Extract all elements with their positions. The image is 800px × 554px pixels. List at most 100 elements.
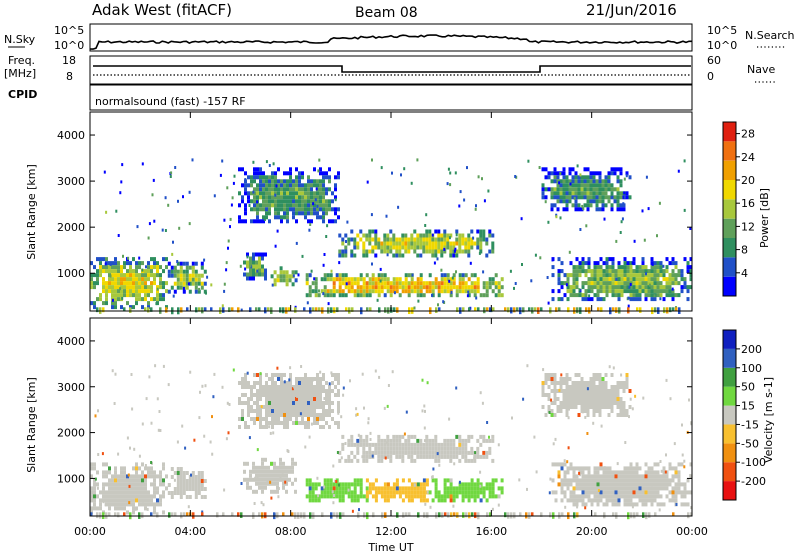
heatmap-cell — [120, 277, 123, 282]
heatmap-cell — [571, 195, 575, 200]
heatmap-cell — [547, 405, 551, 409]
heatmap-cell — [292, 421, 295, 425]
heatmap-cell — [93, 506, 96, 511]
heatmap-cell — [347, 438, 351, 443]
heatmap-cell — [329, 482, 333, 487]
heatmap-cell — [413, 289, 417, 294]
heatmap-cell — [289, 381, 292, 385]
heatmap-cell — [310, 381, 313, 385]
heatmap-cell — [334, 377, 337, 381]
heatmap-cell — [347, 281, 351, 286]
heatmap-cell — [423, 512, 426, 518]
heatmap-cell — [279, 469, 282, 474]
heatmap-cell — [323, 494, 327, 499]
heatmap-cell — [262, 171, 265, 176]
heatmap-cell — [353, 245, 357, 250]
heatmap-cell — [569, 490, 573, 495]
heatmap-cell — [616, 207, 620, 212]
heatmap-cell — [668, 281, 672, 286]
heatmap-cell — [605, 502, 609, 507]
colorbar-tick-label: 12 — [741, 220, 755, 233]
heatmap-cell — [268, 191, 271, 196]
heatmap-cell — [626, 285, 630, 290]
heatmap-cell — [336, 307, 339, 313]
heatmap-cell — [647, 486, 651, 491]
heatmap-cell — [562, 195, 566, 200]
heatmap-cell — [289, 179, 292, 184]
heatmap-cell — [449, 486, 453, 491]
heatmap-cell — [368, 233, 372, 238]
heatmap-cell — [574, 381, 578, 385]
heatmap-cell — [316, 421, 319, 425]
heatmap-cell — [494, 281, 498, 286]
heatmap-cell — [271, 389, 274, 393]
heatmap-cell — [601, 203, 605, 208]
heatmap-cell — [229, 217, 232, 221]
heatmap-cell — [353, 482, 357, 487]
heatmap-cell — [135, 289, 138, 294]
heatmap-cell — [446, 478, 450, 483]
heatmap-cell — [378, 375, 381, 379]
heatmap-cell — [325, 421, 328, 425]
heatmap-cell — [332, 277, 336, 282]
y-tick-label: 1000 — [57, 267, 85, 280]
heatmap-cell — [365, 289, 369, 294]
heatmap-cell — [383, 450, 387, 455]
heatmap-cell — [576, 505, 579, 509]
heatmap-cell — [659, 273, 663, 278]
heatmap-cell — [449, 245, 453, 250]
heatmap-cell — [292, 183, 295, 188]
heatmap-cell — [162, 285, 165, 290]
heatmap-cell — [572, 466, 576, 471]
heatmap-cell — [283, 397, 286, 401]
heatmap-cell — [200, 281, 204, 286]
heatmap-cell — [452, 249, 456, 254]
heatmap-cell — [617, 494, 621, 499]
heatmap-cell — [274, 381, 277, 385]
heatmap-cell — [250, 397, 253, 401]
heatmap-cell — [629, 478, 633, 483]
heatmap-cell — [668, 277, 672, 282]
heatmap-cell — [528, 307, 531, 311]
heatmap-cell — [584, 289, 588, 294]
heatmap-cell — [598, 401, 602, 405]
heatmap-cell — [156, 502, 159, 507]
heatmap-cell — [127, 473, 130, 477]
heatmap-cell — [283, 380, 286, 384]
nsky-panel-frame — [89, 23, 693, 52]
heatmap-cell — [583, 385, 587, 389]
heatmap-cell — [176, 273, 180, 278]
heatmap-cell — [587, 277, 591, 282]
heatmap-cell — [592, 413, 596, 417]
heatmap-cell — [620, 373, 623, 377]
heatmap-cell — [350, 285, 354, 290]
heatmap-cell — [105, 474, 108, 479]
heatmap-cell — [511, 416, 513, 420]
heatmap-cell — [102, 482, 105, 487]
heatmap-cell — [653, 486, 657, 491]
heatmap-cell — [328, 382, 331, 386]
heatmap-cell — [96, 277, 99, 282]
heatmap-cell — [228, 403, 231, 406]
heatmap-cell — [141, 273, 144, 278]
heatmap-cell — [530, 279, 533, 283]
heatmap-cell — [283, 401, 286, 405]
heatmap-cell — [440, 233, 444, 238]
heatmap-cell — [197, 483, 201, 487]
heatmap-cell — [356, 482, 360, 487]
heatmap-cell — [488, 229, 492, 234]
heatmap-cell — [686, 289, 690, 294]
heatmap-cell — [285, 489, 288, 494]
heatmap-cell — [135, 470, 138, 475]
heatmap-cell — [368, 229, 372, 234]
heatmap-cell — [341, 486, 345, 491]
heatmap-cell — [295, 377, 298, 381]
heatmap-cell — [683, 486, 687, 491]
heatmap-cell — [549, 477, 552, 481]
heatmap-cell — [328, 405, 331, 409]
heatmap-cell — [120, 478, 123, 483]
heatmap-cell — [644, 478, 648, 483]
heatmap-cell — [544, 195, 548, 200]
heatmap-cell — [440, 494, 444, 499]
